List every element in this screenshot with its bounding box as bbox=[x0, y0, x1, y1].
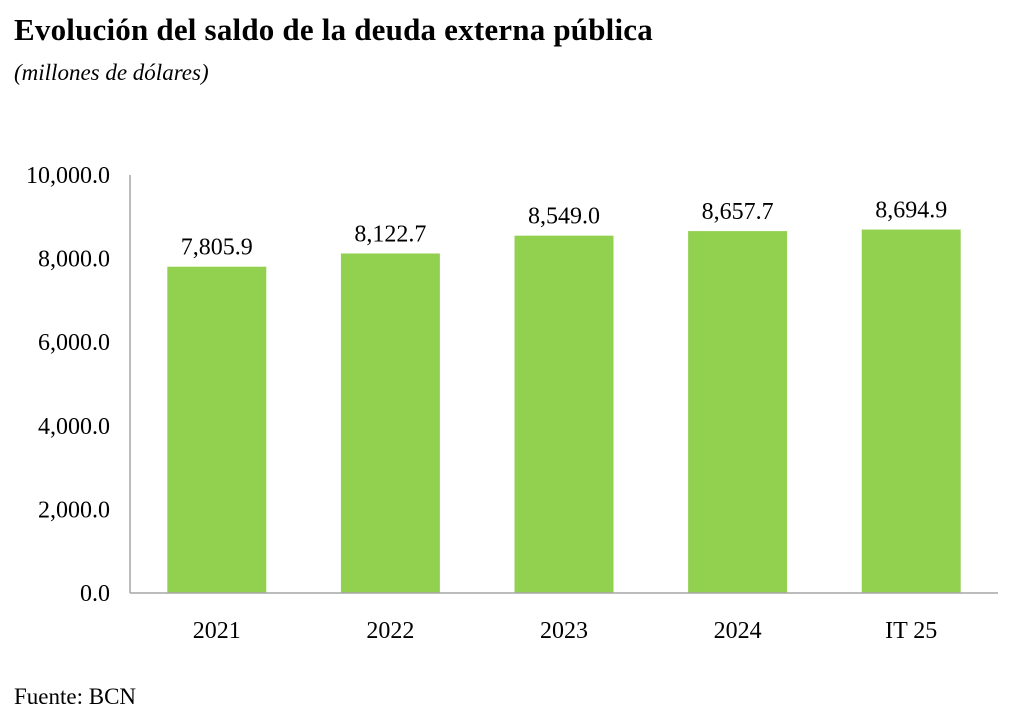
y-tick-label: 6,000.0 bbox=[38, 330, 110, 356]
x-axis-tick-labels: 2021 2022 2023 2024 IT 25 bbox=[193, 618, 938, 644]
bar-2024 bbox=[688, 231, 788, 593]
source-note: Fuente: BCN bbox=[14, 684, 137, 709]
x-tick-label: 2024 bbox=[714, 618, 762, 644]
y-tick-label: 0.0 bbox=[80, 581, 110, 607]
bar-2021 bbox=[167, 266, 267, 593]
bar-value-label: 7,805.9 bbox=[181, 235, 253, 261]
bar-it-25 bbox=[861, 229, 961, 594]
chart-subtitle: (millones de dólares) bbox=[14, 60, 209, 85]
x-tick-label: 2022 bbox=[366, 618, 414, 644]
bar-value-label: 8,549.0 bbox=[528, 204, 600, 230]
y-tick-label: 2,000.0 bbox=[38, 497, 110, 523]
x-tick-label: 2023 bbox=[540, 618, 588, 644]
bars bbox=[167, 229, 961, 594]
chart-title: Evolución del saldo de la deuda externa … bbox=[14, 12, 653, 47]
y-tick-label: 10,000.0 bbox=[26, 163, 110, 189]
y-tick-label: 8,000.0 bbox=[38, 247, 110, 273]
x-tick-label: IT 25 bbox=[885, 618, 937, 644]
y-tick-label: 4,000.0 bbox=[38, 414, 110, 440]
bar-value-label: 8,657.7 bbox=[702, 199, 774, 225]
bar-2022 bbox=[340, 253, 440, 594]
x-tick-label: 2021 bbox=[193, 618, 241, 644]
bar-value-label: 8,694.9 bbox=[875, 198, 947, 224]
bar-value-labels: 7,805.9 8,122.7 8,549.0 8,657.7 8,694.9 bbox=[181, 198, 947, 261]
axes bbox=[129, 175, 998, 594]
bar-2023 bbox=[514, 235, 614, 593]
y-axis-tick-labels: 0.0 2,000.0 4,000.0 6,000.0 8,000.0 10,000.0 bbox=[26, 163, 110, 607]
bar-value-label: 8,122.7 bbox=[354, 221, 426, 247]
